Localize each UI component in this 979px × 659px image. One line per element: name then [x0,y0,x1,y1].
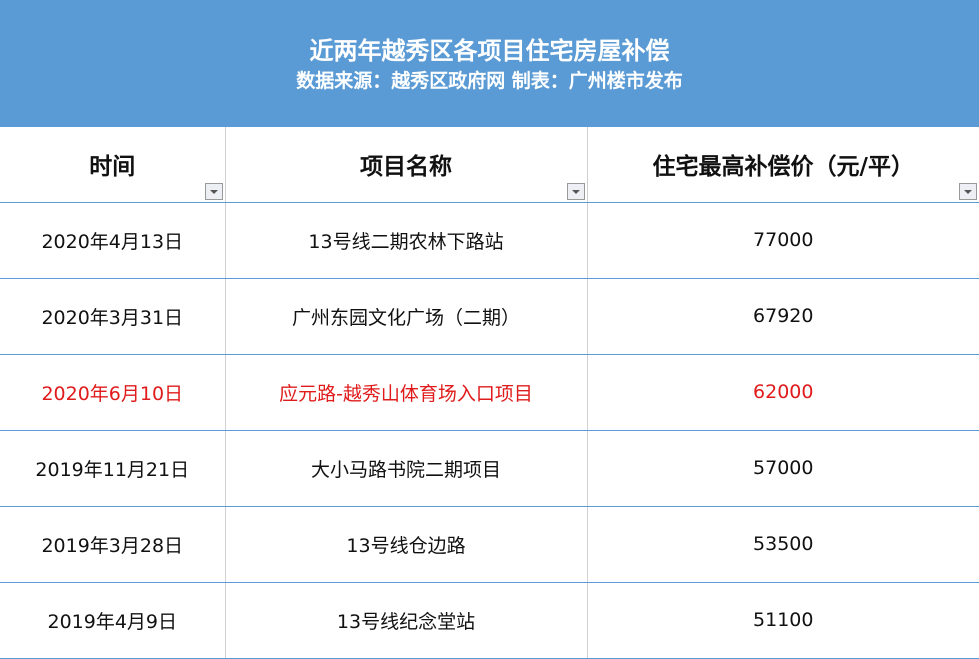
cell-date: 2020年3月31日 [0,278,225,355]
cell-price: 67920 [586,278,979,355]
header-label: 时间 [89,154,136,181]
cell-date: 2020年4月13日 [0,202,225,279]
cell-name: 广州东园文化广场（二期） [224,278,587,355]
cell-date: 2019年11月21日 [0,430,225,507]
cell-price: 62000 [586,354,979,431]
cell-date: 2019年3月28日 [0,506,225,583]
cell-name: 13号线二期农林下路站 [224,202,587,279]
cell-date: 2019年4月9日 [0,582,225,659]
cell-price: 77000 [586,202,979,279]
page-title: 近两年越秀区各项目住宅房屋补偿 [309,37,670,65]
header-label: 住宅最高补偿价（元/平） [652,154,914,181]
table-row: 2020年4月13日 13号线二期农林下路站 77000 [0,202,979,279]
table-row: 2020年6月10日 应元路-越秀山体育场入口项目 62000 [0,354,979,431]
cell-price: 57000 [586,430,979,507]
page-subtitle: 数据来源：越秀区政府网 制表：广州楼市发布 [296,70,683,92]
header-label: 项目名称 [360,154,452,181]
cell-name: 大小马路书院二期项目 [224,430,587,507]
cell-name: 应元路-越秀山体育场入口项目 [224,354,587,431]
cell-date: 2020年6月10日 [0,354,225,431]
title-banner: 近两年越秀区各项目住宅房屋补偿 数据来源：越秀区政府网 制表：广州楼市发布 [0,0,979,127]
cell-price: 51100 [586,582,979,659]
cell-price: 53500 [586,506,979,583]
table-row: 2019年11月21日 大小马路书院二期项目 57000 [0,430,979,507]
table-row: 2019年3月28日 13号线仓边路 53500 [0,506,979,583]
column-header-date: 时间 [0,127,225,203]
filter-dropdown-icon[interactable] [204,182,223,200]
filter-dropdown-icon[interactable] [959,182,977,200]
compensation-table: 时间 项目名称 住宅最高补偿价（元/平） 2020年4月13日 13号线二期农林下… [0,127,979,659]
column-header-name: 项目名称 [224,127,587,203]
column-header-price: 住宅最高补偿价（元/平） [586,127,979,203]
table-row: 2020年3月31日 广州东园文化广场（二期） 67920 [0,278,979,355]
table-row: 2019年4月9日 13号线纪念堂站 51100 [0,582,979,659]
header-row: 时间 项目名称 住宅最高补偿价（元/平） [0,127,979,203]
cell-name: 13号线纪念堂站 [224,582,587,659]
filter-dropdown-icon[interactable] [566,182,585,200]
cell-name: 13号线仓边路 [224,506,587,583]
